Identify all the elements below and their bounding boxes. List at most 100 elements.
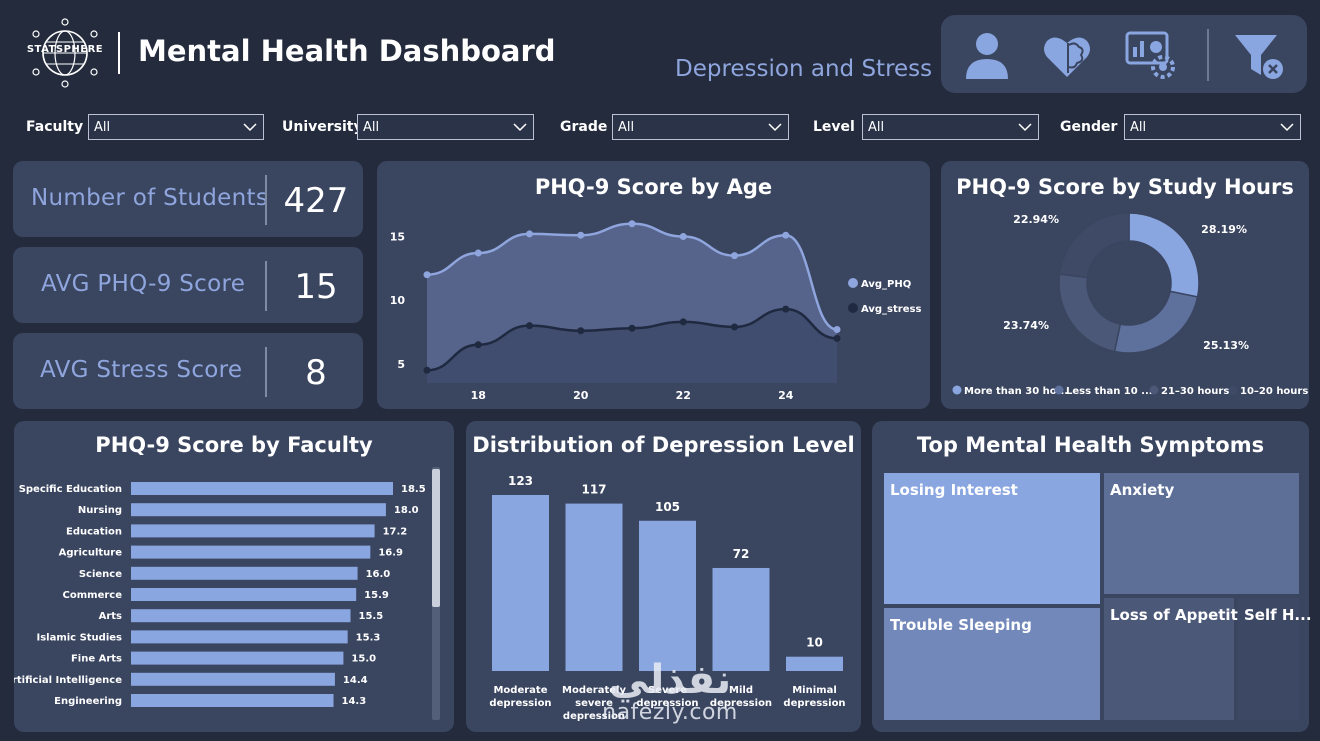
depression-bar-chart: 123 Moderate depression 117 Moderately severe… [489,474,845,722]
kpi-card-students: Number of Students 427 [13,161,363,237]
treemap-cell-self-harm[interactable]: Self H... [1238,598,1312,720]
kpi-value: 8 [305,353,327,393]
kpi-separator [265,261,267,311]
watermark: نفذلي nafezly.com [580,660,760,726]
category-label: depression [710,698,772,709]
data-point [577,231,585,239]
kpi-card-stress: AVG Stress Score 8 [13,333,363,409]
legend-label: More than 30 ho... [964,386,1068,397]
scrollbar-thumb[interactable] [432,469,440,607]
category-label: Fine Arts [71,654,122,665]
x-tick-label: 18 [471,389,486,402]
grade-filter-select[interactable]: All [612,114,789,140]
faculty-bar [131,524,375,538]
category-label: Severe [648,685,687,696]
treemap-cell-losing-interest[interactable]: Losing Interest [884,473,1100,604]
depression-bar [492,495,549,671]
faculty-bar [131,672,335,686]
study-hours-donut-chart: 28.19% 25.13% 23.74% 22.94% More than 30 ho.… [952,212,1308,397]
depression-bar [712,567,770,671]
level-filter-label: Level [813,119,855,135]
chevron-down-icon [1280,123,1294,132]
data-point [474,341,482,349]
y-tick-label: 5 [397,358,405,371]
y-tick-label: 15 [390,230,405,243]
data-point [423,271,431,279]
university-filter-select[interactable]: All [357,114,534,140]
statsphere-logo: STATSPHERE [22,16,108,90]
donut-slice [1128,212,1200,298]
nav-separator [1207,29,1209,81]
level-filter-select[interactable]: All [862,114,1039,140]
grade-filter-value: All [618,120,635,135]
donut-slice [1058,273,1122,353]
gender-filter-value: All [1130,120,1147,135]
data-point [577,327,585,335]
chart-title: Top Mental Health Symptoms [916,433,1265,457]
data-label: 15.5 [359,611,384,622]
treemap-label: Loss of Appetite [1110,606,1248,624]
category-label: Specific Education [19,484,122,495]
treemap-cell-anxiety[interactable]: Anxiety [1104,473,1299,594]
depression-bar [639,520,696,671]
data-point [731,252,738,260]
donut-slice [1113,290,1199,354]
kpi-label: Number of Students [31,185,269,211]
treemap-cell-loss-of-appetite[interactable]: Loss of Appetite [1104,598,1248,720]
page-subtitle: Depression and Stress [675,56,933,82]
data-label: 16.0 [366,569,391,580]
faculty-bar [131,566,358,580]
x-tick-label: 24 [778,389,794,402]
data-point [526,230,533,238]
chart-title: PHQ-9 Score by Study Hours [956,175,1294,199]
data-point [731,323,738,331]
treemap-label: Self H... [1244,606,1312,624]
data-label: 10 [806,636,823,650]
kpi-separator [265,175,267,225]
treemap-cell-trouble-sleeping[interactable]: Trouble Sleeping [884,608,1100,720]
kpi-value: 427 [283,181,349,221]
scrollbar-track[interactable] [432,467,440,720]
filter-clear-icon[interactable] [1231,27,1287,83]
age-area-chart: 5 10 15 18 20 22 24 Avg_PHQ Avg_stress [390,220,921,402]
faculty-bar [131,609,351,623]
analytics-gear-icon[interactable] [1123,27,1179,83]
chart-title: PHQ-9 Score by Faculty [95,433,373,457]
data-label: 123 [508,474,533,488]
brain-heart-icon[interactable] [1039,27,1095,83]
category-label: depression [636,698,698,709]
data-point [526,322,533,330]
faculty-bar [131,694,334,707]
data-label: 17.2 [383,526,408,537]
user-icon[interactable] [959,27,1015,83]
legend-marker [848,278,858,288]
data-label: 14.4 [343,675,368,686]
legend-marker [952,385,962,395]
treemap-label: Anxiety [1110,481,1175,499]
faculty-bar [131,588,357,601]
grade-filter-label: Grade [560,119,608,135]
y-tick-label: 10 [390,294,406,307]
faculty-filter-select[interactable]: All [88,114,264,140]
study-hours-chart-card: PHQ-9 Score by Study Hours 28.19% 25.13% 2… [941,161,1309,409]
data-label: 117 [581,483,606,497]
data-label: 15.0 [351,654,376,665]
legend-marker [1149,385,1159,395]
faculty-filter-value: All [94,120,111,135]
chevron-down-icon [768,123,782,132]
depression-bar [565,503,623,671]
chart-title: PHQ-9 Score by Age [534,175,773,199]
donut-slice [1058,212,1130,279]
data-point [628,324,636,332]
gender-filter-select[interactable]: All [1124,114,1301,140]
category-label: Agriculture [59,548,123,559]
kpi-card-phq9: AVG PHQ-9 Score 15 [13,247,363,323]
category-label: Commerce [63,590,123,601]
data-label: 18.0 [394,505,419,516]
university-filter-value: All [363,120,380,135]
faculty-bar [131,630,348,644]
category-label: Moderately [562,685,626,696]
chevron-down-icon [243,123,257,132]
kpi-separator [265,347,267,397]
data-label: 15.9 [364,590,389,601]
